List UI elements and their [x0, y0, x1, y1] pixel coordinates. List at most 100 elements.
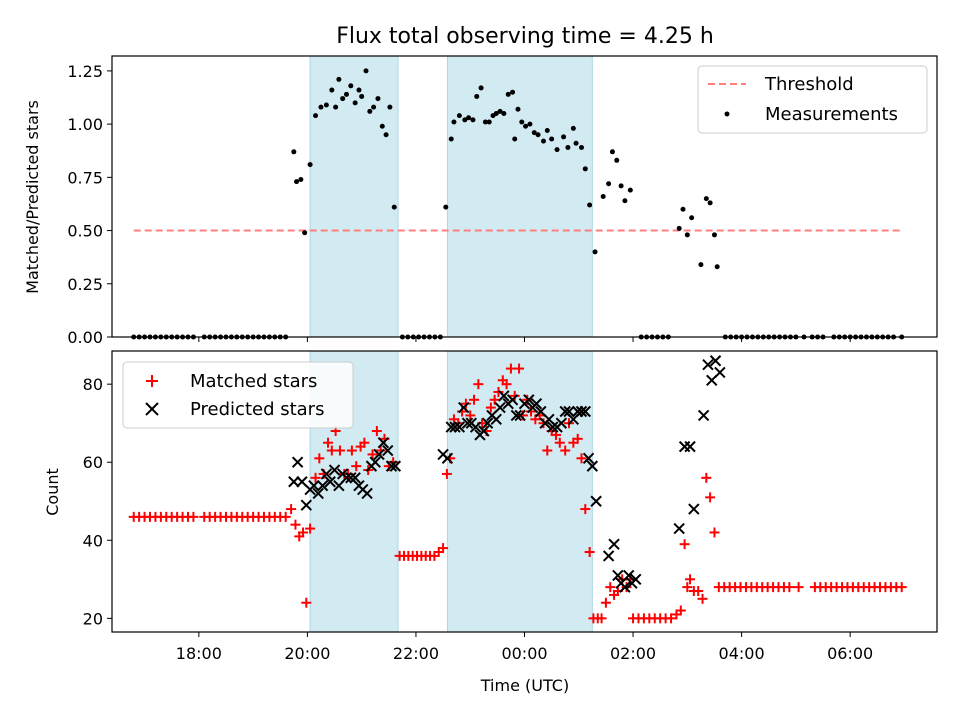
predicted-star-point	[308, 479, 320, 492]
matched-star-point	[371, 426, 382, 437]
measurement-point	[512, 136, 518, 142]
matched-star-point	[682, 582, 693, 593]
legend-measurements-label: Measurements	[765, 104, 898, 125]
matched-star-point	[346, 445, 357, 456]
predicted-star-point	[328, 464, 341, 476]
matched-star-point	[323, 437, 334, 448]
predicted-star-point	[441, 452, 454, 465]
measurement-point	[497, 108, 503, 114]
measurement-point	[680, 206, 686, 212]
matched-star-point	[600, 597, 611, 608]
predicted-star-point	[320, 468, 333, 480]
matched-star-point	[621, 582, 632, 593]
predicted-star-point	[523, 394, 535, 406]
x-tick-label: 02:00	[610, 644, 656, 663]
predicted-star-point	[510, 409, 523, 422]
predicted-star-point	[575, 405, 588, 418]
predicted-star-point	[288, 476, 300, 488]
matched-star-point	[305, 523, 316, 534]
matched-star-point	[509, 390, 520, 401]
measurement-point	[379, 123, 385, 129]
x-tick-label: 06:00	[827, 644, 873, 663]
measurement-point	[523, 123, 529, 129]
predicted-star-point	[382, 444, 394, 457]
predicted-star-point	[494, 401, 506, 414]
measurement-point	[561, 134, 567, 140]
predicted-star-point	[349, 472, 361, 484]
predicted-star-point	[478, 425, 490, 437]
matched-star-point	[605, 582, 616, 593]
predicted-star-point	[300, 499, 313, 511]
matched-star-point	[693, 586, 704, 597]
predicted-star-point	[688, 503, 700, 515]
legend-predicted-label: Predicted stars	[190, 399, 324, 420]
measurement-point	[462, 117, 468, 123]
matched-star-point	[584, 546, 595, 557]
matched-star-point	[485, 402, 496, 413]
matched-star-point	[596, 613, 607, 624]
measurement-point	[627, 187, 633, 193]
matched-star-point	[351, 461, 362, 472]
bottom-shaded-regions	[309, 350, 593, 633]
measurement-point	[592, 249, 598, 255]
measurement-point	[618, 183, 624, 189]
measurement-point	[606, 181, 612, 187]
matched-star-point	[675, 605, 686, 616]
predicted-star-point	[514, 409, 526, 422]
matched-star-point	[334, 445, 345, 456]
predicted-star-point	[623, 569, 635, 582]
measurement-point	[622, 198, 628, 204]
predicted-star-point	[630, 573, 642, 586]
predicted-star-point	[369, 456, 381, 468]
matched-star-point	[697, 593, 708, 604]
matched-star-point	[298, 527, 309, 538]
matched-star-point	[280, 511, 291, 522]
bottom-legend-box	[122, 361, 354, 429]
predicted-star-point	[602, 550, 615, 562]
measurement-point	[501, 110, 507, 116]
measurements-points	[131, 68, 905, 340]
measurement-point	[540, 138, 546, 144]
predicted-star-point	[555, 417, 568, 429]
x-tick-label: 00:00	[501, 644, 547, 663]
predicted-star-point	[453, 421, 466, 433]
measurement-point	[515, 106, 521, 112]
matched-star-point	[705, 492, 716, 503]
predicted-star-point	[506, 394, 519, 406]
y-tick-label: 40	[83, 531, 103, 550]
bottom-y-axis-label: Count	[43, 468, 62, 516]
top-legend: Threshold Measurements	[697, 65, 928, 134]
predicted-star-point	[702, 358, 714, 371]
measurement-point	[554, 147, 560, 153]
y-tick-label: 0.75	[67, 168, 103, 187]
predicted-star-point	[590, 495, 602, 507]
measurement-point	[689, 215, 695, 221]
predicted-star-point	[530, 397, 543, 410]
shaded-interval-2	[446, 350, 593, 633]
measurement-point	[573, 140, 579, 146]
measurement-point	[565, 145, 571, 151]
y-tick-label: 1.00	[67, 115, 103, 134]
y-tick-label: 80	[83, 375, 103, 394]
matched-star-point	[188, 511, 199, 522]
x-tick-label: 04:00	[719, 644, 765, 663]
measurement-point	[474, 93, 480, 99]
matched-star-point	[310, 472, 321, 483]
predicted-star-point	[445, 421, 457, 433]
legend-threshold-label: Threshold	[764, 74, 854, 95]
matched-star-point	[501, 379, 512, 390]
measurement-point	[482, 119, 488, 125]
chart-title: Flux total observing time = 4.25 h	[336, 24, 714, 49]
matched-star-point	[572, 433, 583, 444]
matched-star-point	[367, 449, 378, 460]
measurement-point	[359, 93, 365, 99]
x-tick-label: 20:00	[284, 644, 330, 663]
matched-star-point	[514, 363, 525, 374]
predicted-star-point	[709, 355, 722, 367]
measurement-point	[578, 145, 584, 151]
top-shaded-regions	[309, 55, 593, 338]
bottom-axis-ticks: 20 40 60 80 18:00 20:00 22:00 00:00 02:00 04:00 06…	[83, 375, 874, 663]
predicted-star-point	[340, 472, 353, 484]
predicted-star-point	[619, 581, 631, 593]
predicted-star-point	[324, 476, 336, 488]
